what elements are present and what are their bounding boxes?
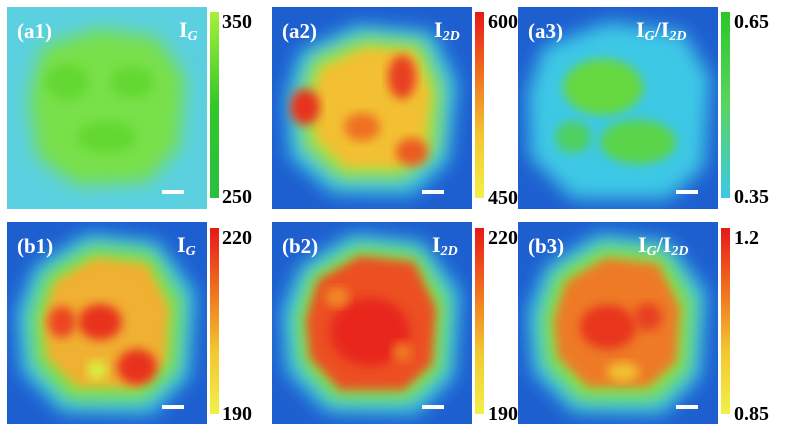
intensity-map-b2 (272, 222, 472, 424)
map-panel-a1: (a1) IG (7, 7, 207, 209)
scale-bar (162, 190, 184, 194)
map-panel-b1: (b1) IG (7, 222, 207, 424)
colorbar-max-a1: 350 (222, 11, 252, 33)
colorbar-a1 (210, 12, 219, 198)
map-panel-b2: (b2) I2D (272, 222, 472, 424)
scale-bar (162, 405, 184, 409)
colorbar-min-b1: 190 (222, 403, 252, 425)
quantity-label: I2D (432, 232, 458, 259)
intensity-map-b1 (7, 222, 207, 424)
scale-bar (676, 190, 698, 194)
colorbar-max-a2: 600 (488, 11, 518, 33)
scale-bar (676, 405, 698, 409)
panel-label: (b2) (282, 234, 319, 258)
panel-label: (a1) (17, 19, 52, 43)
colorbar-max-a3: 0.65 (734, 11, 769, 33)
quantity-label: IG/I2D (638, 232, 689, 259)
colorbar-b1 (210, 228, 219, 414)
panel-label: (b3) (528, 234, 565, 258)
colorbar-min-a3: 0.35 (734, 186, 769, 208)
panel-label: (b1) (17, 234, 54, 258)
quantity-label: IG/I2D (636, 17, 687, 44)
colorbar-b3 (721, 228, 730, 414)
intensity-map-a1 (7, 7, 207, 209)
intensity-map-a2 (272, 7, 472, 209)
colorbar-max-b3: 1.2 (734, 227, 759, 249)
map-panel-b3: (b3) IG/I2D (518, 222, 718, 424)
panel-label: (a2) (282, 19, 317, 43)
colorbar-min-b3: 0.85 (734, 403, 769, 425)
colorbar-a3 (721, 12, 730, 198)
colorbar-min-a1: 250 (222, 186, 252, 208)
colorbar-max-b2: 220 (488, 227, 518, 249)
map-panel-a2: (a2) I2D (272, 7, 472, 209)
panel-label: (a3) (528, 19, 563, 43)
colorbar-a2 (475, 12, 484, 198)
quantity-label: IG (177, 232, 196, 259)
colorbar-min-a2: 450 (488, 187, 518, 209)
scale-bar (422, 190, 444, 194)
intensity-map-a3 (518, 7, 718, 209)
colorbar-b2 (475, 228, 484, 414)
scale-bar (422, 405, 444, 409)
colorbar-min-b2: 190 (488, 403, 518, 425)
quantity-label: I2D (434, 17, 460, 44)
intensity-map-b3 (518, 222, 718, 424)
map-panel-a3: (a3) IG/I2D (518, 7, 718, 209)
quantity-label: IG (179, 17, 198, 44)
colorbar-max-b1: 220 (222, 227, 252, 249)
